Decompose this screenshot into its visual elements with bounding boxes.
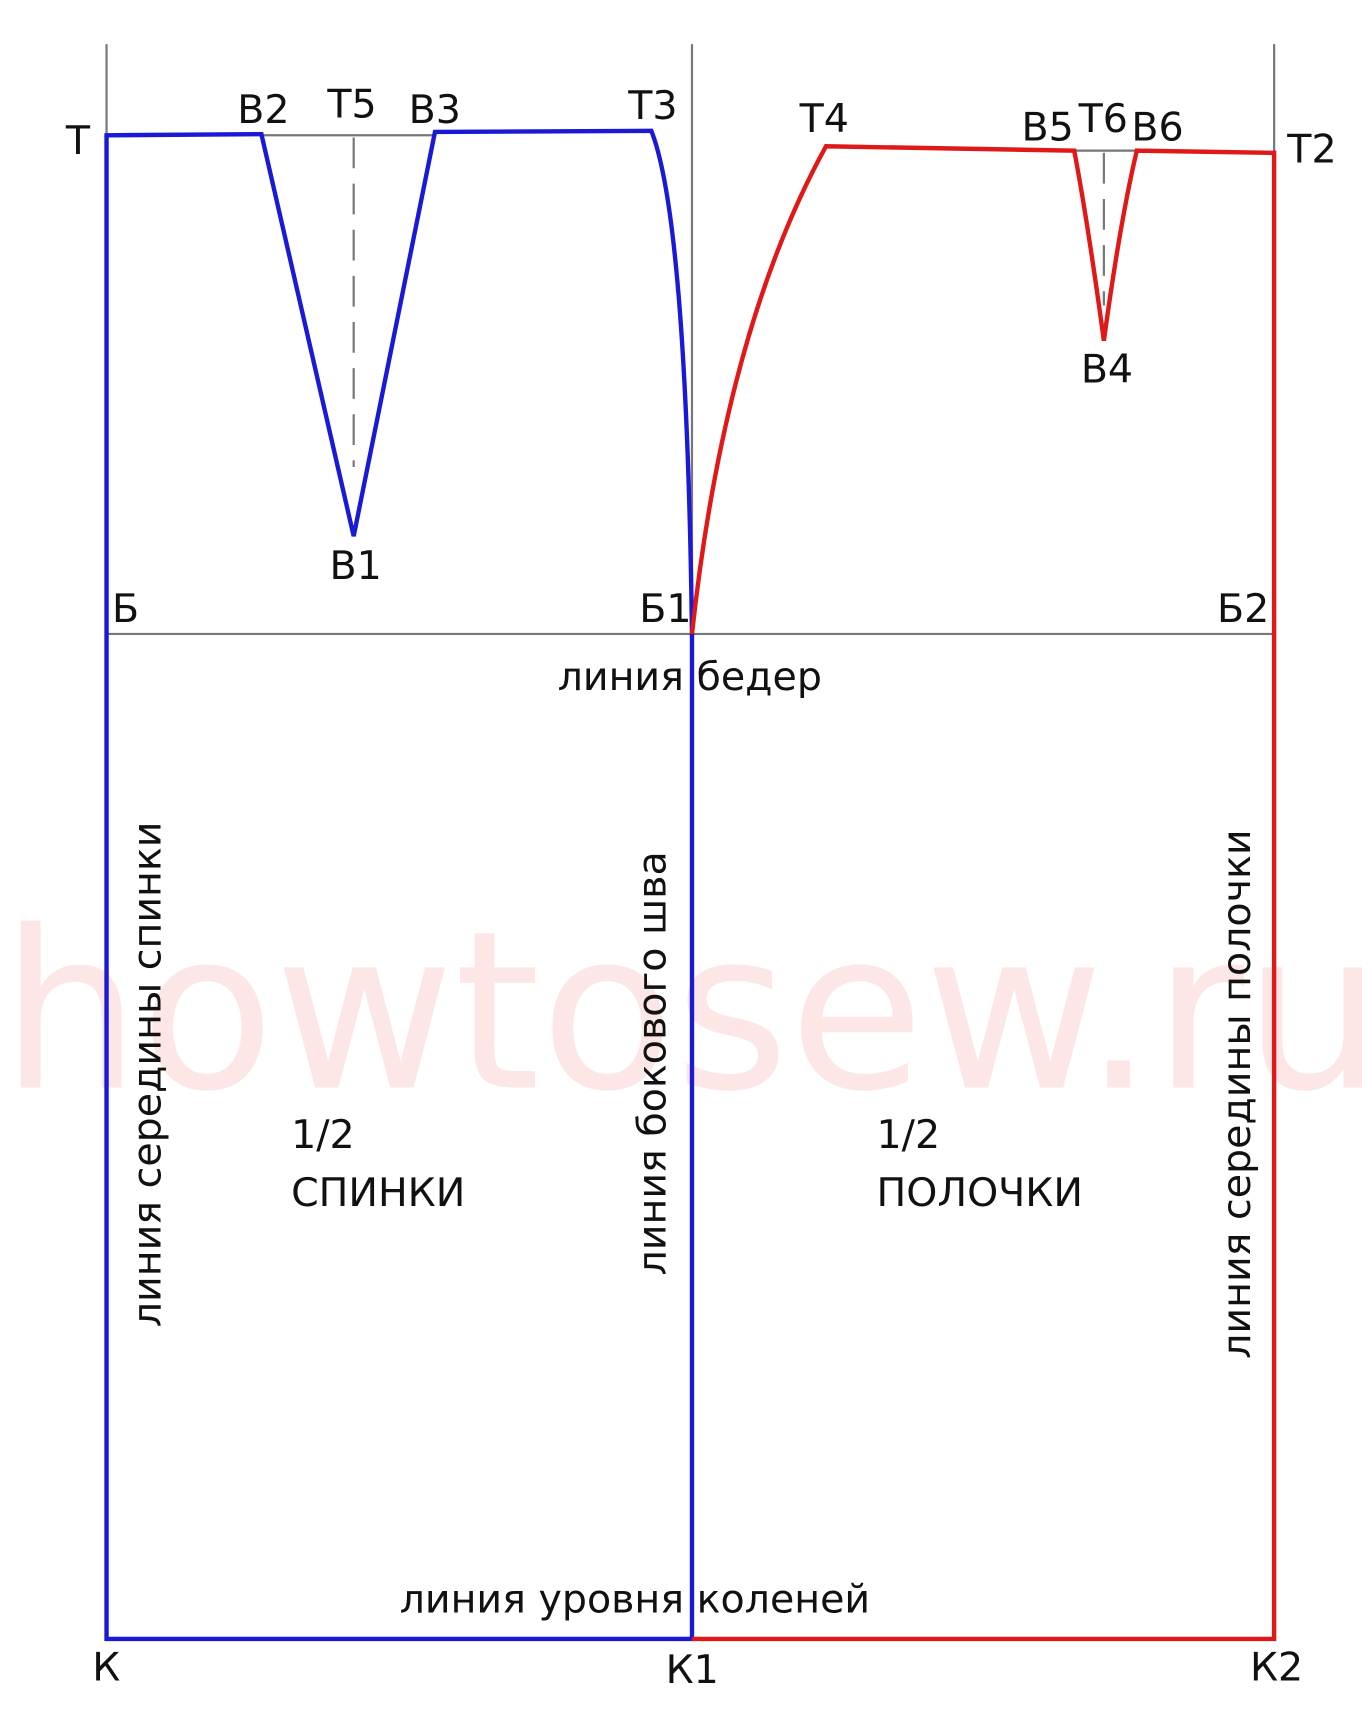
point-label: Б [112,586,139,632]
line-label: линия уровня коленей [400,1577,871,1623]
point-label: В2 [237,87,289,133]
point-label: В5 [1022,105,1074,151]
piece-name: СПИНКИ [291,1170,465,1216]
point-label: К1 [666,1647,719,1693]
piece-fraction: 1/2 [291,1112,355,1158]
back-outline [104,128,695,1642]
front-outline [689,144,1277,1642]
piece-name: ПОЛОЧКИ [877,1170,1083,1216]
point-label: Т5 [326,82,376,128]
point-label: К2 [1250,1645,1303,1691]
point-label: Б2 [1217,586,1269,632]
point-label: К [92,1645,120,1691]
piece-fraction: 1/2 [877,1112,941,1158]
point-label: В1 [330,543,382,589]
point-label: Т6 [1078,96,1128,142]
line-label: линия середины полочки [1214,829,1260,1358]
line-label: линия бокового шва [630,851,676,1275]
point-label: В4 [1081,346,1133,392]
line-label: линия середины спинки [124,822,170,1328]
line-label: линия бедер [558,654,822,700]
point-label: Т4 [799,96,849,142]
watermark: howtosew.ru [1,884,1362,1140]
point-label: Б1 [639,586,691,632]
point-label: Т [65,118,91,164]
point-label: В3 [409,87,461,133]
point-label: В6 [1131,105,1183,151]
point-label: Т3 [627,83,677,129]
point-label: Т2 [1286,127,1336,173]
